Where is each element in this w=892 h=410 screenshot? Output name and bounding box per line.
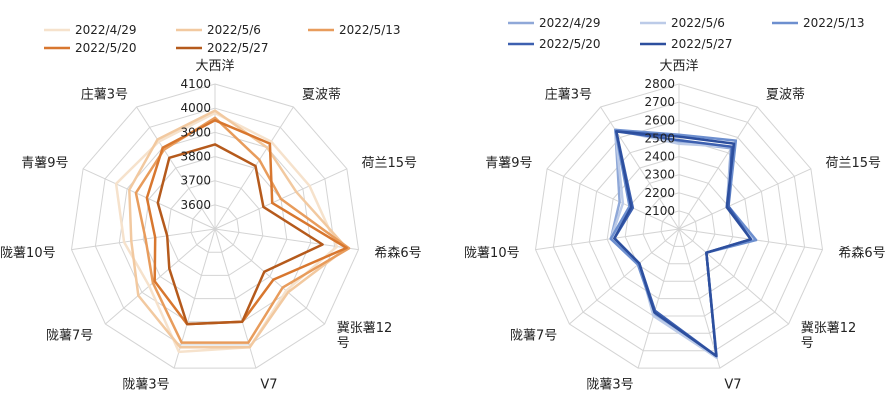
grid-spoke xyxy=(678,228,721,369)
grid-spoke xyxy=(214,106,294,230)
grid-spoke xyxy=(637,228,680,369)
tick-label: 3900 xyxy=(180,125,211,139)
grid-ring xyxy=(606,155,752,300)
grid-ring xyxy=(552,101,806,352)
grid-ring xyxy=(190,204,240,253)
category-label: 陇薯7号 xyxy=(510,328,557,343)
tick-label: 4100 xyxy=(180,77,211,91)
category-label: 希森6号 xyxy=(838,246,885,261)
grid-spoke xyxy=(600,106,680,230)
series-line-4 xyxy=(156,143,324,326)
category-label: 青薯9号 xyxy=(21,156,68,171)
grid-spoke xyxy=(173,228,216,369)
category-label: 陇薯3号 xyxy=(586,378,633,393)
category-label: 庄薯3号 xyxy=(81,87,128,103)
radar-chart-right: 2022/4/29 2022/5/6 2022/5/13 2022/5/20 2022/… xyxy=(446,0,892,410)
legend-label: 2022/5/27 xyxy=(207,41,269,55)
grid-spoke xyxy=(569,228,680,325)
category-label: 大西洋 xyxy=(659,59,698,74)
series-line-4 xyxy=(613,130,753,358)
series-line-0 xyxy=(114,111,339,354)
grid-ring xyxy=(94,107,336,346)
category-label: 陇薯3号 xyxy=(122,378,169,393)
grid-spoke xyxy=(546,168,680,230)
radar-chart-right-svg: 2022/4/29 2022/5/6 2022/5/13 2022/5/20 2022/… xyxy=(464,16,886,393)
category-label: 庄薯3号 xyxy=(545,87,592,103)
category-label: V7 xyxy=(260,378,277,393)
tick-label: 4000 xyxy=(180,101,211,115)
legend-label: 2022/5/13 xyxy=(803,16,865,30)
legend-label: 2022/5/6 xyxy=(207,23,261,37)
tick-label: 2800 xyxy=(644,77,675,91)
grid-ring xyxy=(166,180,264,276)
grid-ring xyxy=(70,83,360,369)
grid-spoke xyxy=(678,228,789,325)
series-line-2 xyxy=(134,116,351,344)
legend-label: 2022/5/6 xyxy=(671,16,725,30)
grid-spoke xyxy=(678,168,812,230)
grid-ring xyxy=(142,155,288,300)
grid-ring xyxy=(588,137,770,317)
category-label: 大西洋 xyxy=(195,59,234,74)
category-label: 希森6号 xyxy=(374,246,421,261)
category-label: 荷兰15号 xyxy=(362,156,418,171)
grid-spoke xyxy=(136,106,216,230)
category-label: 陇薯10号 xyxy=(464,246,520,261)
legend-label: 2022/4/29 xyxy=(539,16,601,30)
grid-spoke xyxy=(678,106,758,230)
grid-spoke xyxy=(214,228,325,325)
tick-label: 2100 xyxy=(644,204,675,218)
radar-chart-left: 2022/4/29 2022/5/6 2022/5/13 2022/5/20 2022/… xyxy=(0,23,422,393)
grid-spoke xyxy=(214,228,257,369)
legend-label: 2022/5/13 xyxy=(339,23,401,37)
legend-label: 2022/4/29 xyxy=(75,23,137,37)
series-line-1 xyxy=(128,109,348,349)
legend-label: 2022/5/27 xyxy=(671,37,733,51)
tick-label: 2700 xyxy=(644,95,675,109)
grid-spoke xyxy=(105,228,216,325)
tick-label: 2400 xyxy=(644,150,675,164)
tick-label: 3800 xyxy=(180,150,211,164)
legend-label: 2022/5/20 xyxy=(75,41,137,55)
category-label: 冀张薯12 号 xyxy=(801,320,857,351)
category-label: V7 xyxy=(724,378,741,393)
grid-spoke xyxy=(214,228,359,251)
tick-label: 3600 xyxy=(180,198,211,212)
category-label: 夏波蒂 xyxy=(302,88,341,103)
grid-spoke xyxy=(535,228,680,251)
category-label: 夏波蒂 xyxy=(766,88,805,103)
category-label: 冀张薯12 号 xyxy=(337,320,393,351)
grid-ring xyxy=(660,210,698,247)
tick-label: 2300 xyxy=(644,168,675,182)
grid-ring xyxy=(642,192,716,265)
category-label: 青薯9号 xyxy=(485,156,532,171)
tick-label: 2600 xyxy=(644,113,675,127)
category-label: 荷兰15号 xyxy=(826,156,882,171)
grid-spoke xyxy=(82,168,216,230)
grid-ring xyxy=(534,83,824,369)
category-label: 陇薯10号 xyxy=(0,246,56,261)
legend-label: 2022/5/20 xyxy=(539,37,601,51)
tick-label: 2200 xyxy=(644,186,675,200)
tick-label: 2500 xyxy=(644,131,675,145)
grid-spoke xyxy=(71,228,216,251)
category-label: 陇薯7号 xyxy=(46,328,93,343)
tick-label: 3700 xyxy=(180,174,211,188)
radar-chart-left-svg: 2022/4/29 2022/5/6 2022/5/13 2022/5/20 2022/… xyxy=(0,23,422,393)
